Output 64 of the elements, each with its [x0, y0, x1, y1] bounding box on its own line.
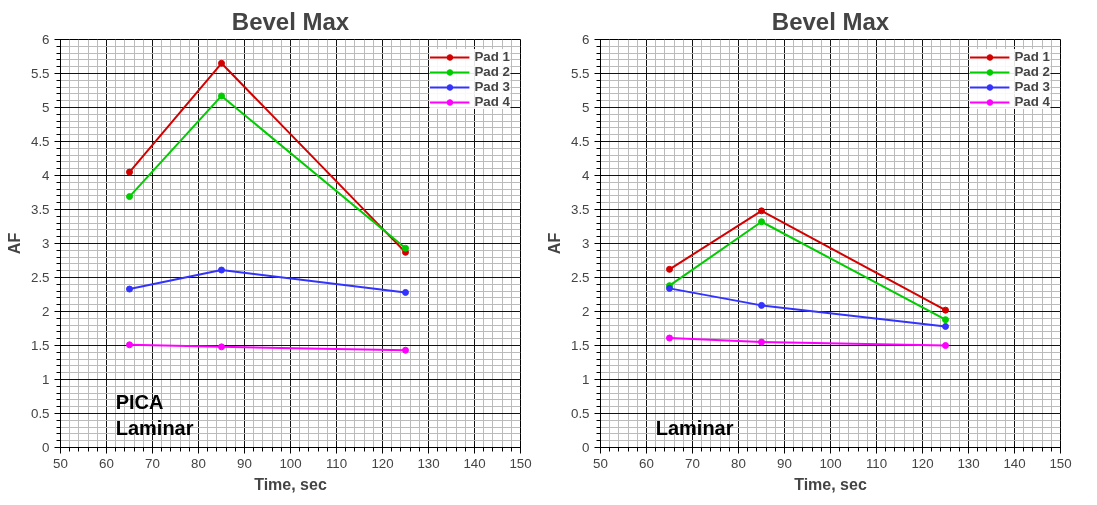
y-axis-title: AF: [5, 232, 23, 255]
annotation: Laminar: [655, 417, 734, 440]
x-tick-label: 100: [279, 455, 302, 471]
y-tick-label: 0: [42, 440, 50, 455]
y-tick-label: 3.5: [570, 202, 590, 217]
y-tick-label: 5: [42, 100, 50, 115]
y-tick-label: 4.5: [570, 134, 590, 149]
x-tick-label: 140: [463, 455, 486, 471]
chart-title: Bevel Max: [231, 7, 350, 35]
x-axis-title: Time, sec: [794, 475, 867, 493]
y-tick-label: 1: [42, 372, 50, 387]
x-tick-label: 50: [593, 455, 608, 471]
x-tick-label: 100: [819, 455, 842, 471]
x-tick-label: 150: [1049, 455, 1072, 471]
annotation: PICA Laminar: [115, 390, 194, 440]
x-tick-label: 130: [417, 455, 440, 471]
legend-label: Pad 2: [474, 64, 510, 79]
y-tick-label: 4: [42, 168, 51, 183]
x-tick-label: 70: [145, 455, 160, 471]
legend-label: Pad 3: [474, 79, 510, 94]
y-tick-label: 3: [42, 236, 50, 251]
x-tick-label: 120: [911, 455, 934, 471]
legend-label: Pad 3: [1014, 79, 1050, 94]
x-tick-label: 150: [509, 455, 532, 471]
x-tick-label: 60: [639, 455, 654, 471]
y-tick-label: 4.5: [30, 134, 50, 149]
legend-label: Pad 4: [1014, 94, 1050, 109]
y-tick-label: 4: [582, 168, 591, 183]
chart-title: Bevel Max: [771, 7, 890, 35]
legend-label: Pad 2: [1014, 64, 1050, 79]
x-tick-label: 120: [371, 455, 394, 471]
x-tick-label: 90: [777, 455, 792, 471]
y-tick-label: 6: [42, 32, 50, 47]
y-tick-label: 6: [582, 32, 590, 47]
x-tick-label: 50: [53, 455, 68, 471]
y-tick-label: 0: [582, 440, 590, 455]
y-tick-label: 3: [582, 236, 590, 251]
y-tick-label: 1.5: [570, 338, 590, 353]
x-tick-label: 90: [237, 455, 252, 471]
x-tick-label: 140: [1003, 455, 1026, 471]
y-tick-label: 3.5: [30, 202, 50, 217]
x-tick-label: 80: [191, 455, 206, 471]
y-tick-label: 2.5: [30, 270, 50, 285]
x-tick-label: 70: [685, 455, 700, 471]
legend-label: Pad 1: [474, 49, 510, 64]
y-tick-label: 1: [582, 372, 590, 387]
y-tick-label: 5.5: [30, 66, 50, 81]
y-tick-label: 0.5: [570, 406, 590, 421]
x-tick-label: 80: [731, 455, 746, 471]
y-tick-label: 2: [582, 304, 590, 319]
legend-label: Pad 4: [474, 94, 510, 109]
x-tick-label: 60: [99, 455, 114, 471]
x-tick-label: 110: [325, 455, 348, 471]
y-tick-label: 5: [582, 100, 590, 115]
x-axis-title: Time, sec: [254, 475, 327, 493]
x-tick-label: 110: [865, 455, 888, 471]
y-tick-label: 2.5: [570, 270, 590, 285]
y-axis-title: AF: [545, 232, 563, 255]
y-tick-label: 0.5: [30, 406, 50, 421]
legend-label: Pad 1: [1014, 49, 1050, 64]
x-tick-label: 130: [957, 455, 980, 471]
y-tick-label: 5.5: [570, 66, 590, 81]
y-tick-label: 2: [42, 304, 50, 319]
y-tick-label: 1.5: [30, 338, 50, 353]
